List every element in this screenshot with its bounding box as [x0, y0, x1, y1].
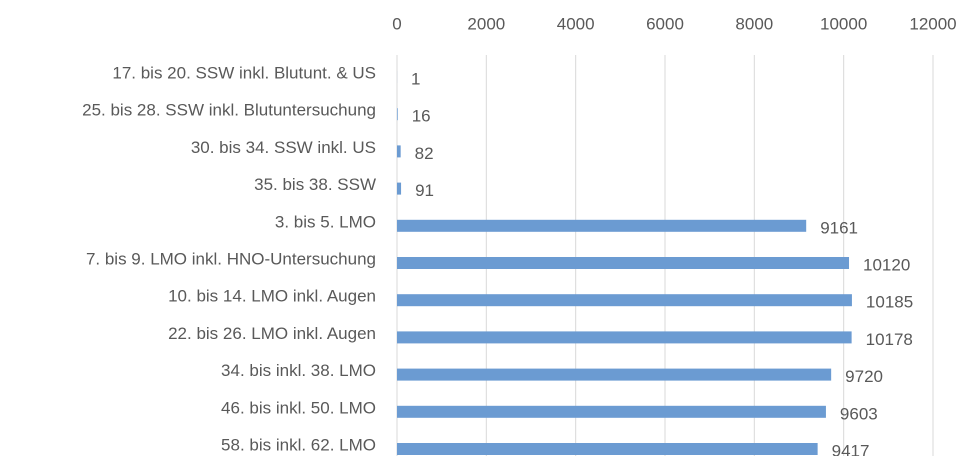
data-label: 82	[415, 144, 434, 163]
bar	[397, 368, 832, 381]
y-tick-label: 22. bis 26. LMO inkl. Augen	[168, 324, 376, 343]
bar	[397, 145, 401, 158]
bar	[397, 219, 807, 232]
x-tick-label: 6000	[646, 14, 684, 33]
data-label: 9603	[840, 404, 878, 423]
y-tick-label: 10. bis 14. LMO inkl. Augen	[168, 287, 376, 306]
y-tick-label: 25. bis 28. SSW inkl. Blutuntersuchung	[82, 101, 376, 120]
y-tick-label: 34. bis inkl. 38. LMO	[221, 361, 376, 380]
bar	[397, 182, 402, 195]
y-tick-label: 58. bis inkl. 62. LMO	[221, 435, 376, 454]
data-label: 1	[411, 69, 420, 88]
data-label: 10185	[866, 293, 913, 312]
x-tick-label: 10000	[820, 14, 867, 33]
data-label: 91	[415, 181, 434, 200]
x-tick-label: 8000	[735, 14, 773, 33]
x-tick-label: 0	[392, 14, 401, 33]
bar	[397, 108, 398, 121]
bar	[397, 443, 818, 455]
bar	[397, 294, 852, 307]
data-label: 16	[412, 107, 431, 126]
data-label: 9161	[820, 218, 858, 237]
y-tick-label: 3. bis 5. LMO	[275, 212, 376, 231]
x-tick-label: 4000	[557, 14, 595, 33]
y-tick-label: 7. bis 9. LMO inkl. HNO-Untersuchung	[86, 249, 376, 268]
y-tick-label: 46. bis inkl. 50. LMO	[221, 398, 376, 417]
y-tick-label: 30. bis 34. SSW inkl. US	[191, 138, 376, 157]
y-tick-label: 17. bis 20. SSW inkl. Blutunt. & US	[112, 63, 376, 82]
data-label: 9720	[845, 367, 883, 386]
x-tick-label: 12000	[909, 14, 956, 33]
bar	[397, 405, 826, 418]
x-tick-label: 2000	[467, 14, 505, 33]
bar	[397, 331, 852, 344]
bar	[397, 257, 850, 269]
y-tick-label: 35. bis 38. SSW	[254, 175, 376, 194]
data-label: 9417	[832, 441, 870, 456]
data-label: 10178	[866, 330, 913, 349]
data-label: 10120	[863, 255, 910, 274]
